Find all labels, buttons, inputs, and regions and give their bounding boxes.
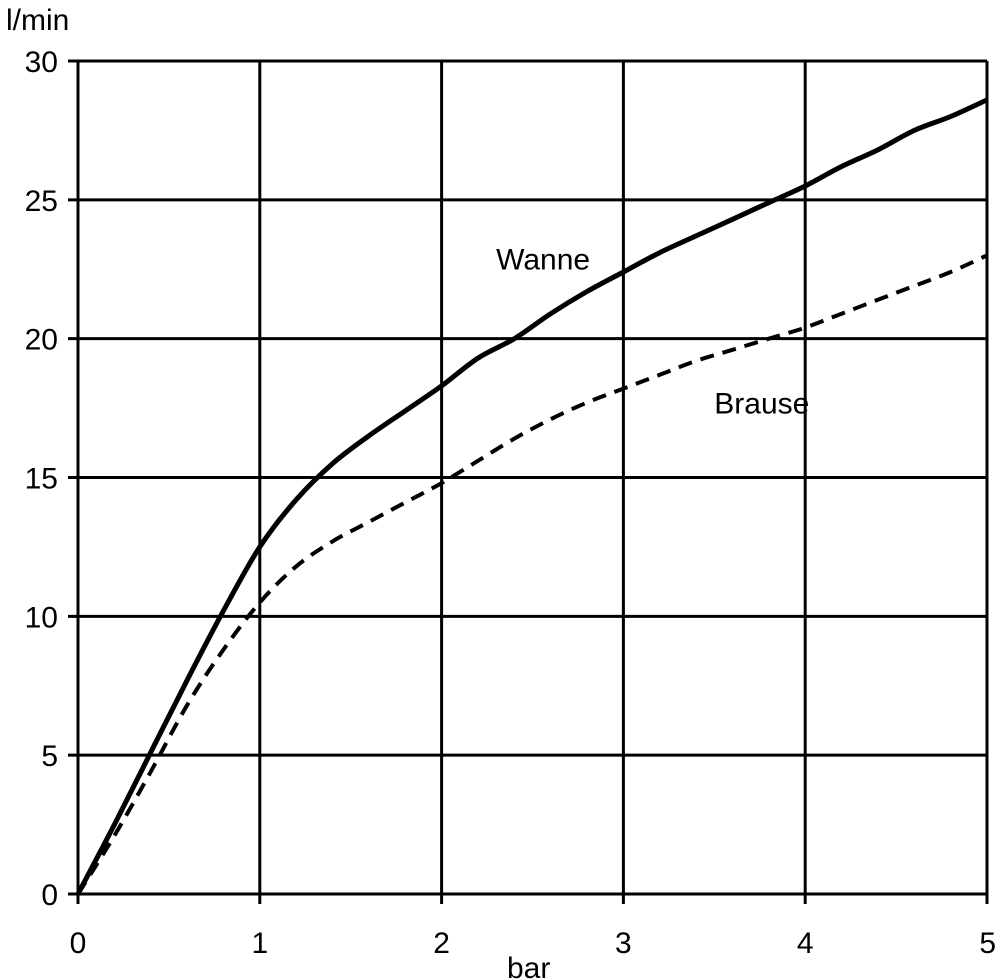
y-tick-label: 20 bbox=[25, 324, 58, 357]
y-tick-label: 25 bbox=[25, 185, 58, 218]
y-tick-label: 30 bbox=[25, 46, 58, 79]
series-label-wanne: Wanne bbox=[496, 243, 590, 276]
axes-layer bbox=[68, 59, 987, 904]
series-line-wanne bbox=[75, 97, 989, 896]
y-tick-label: 5 bbox=[41, 740, 58, 773]
ticks-layer: 0 5 10 15 20 25 30 0 1 2 3 4 5 bbox=[25, 46, 996, 960]
x-tick-label: 3 bbox=[615, 927, 632, 960]
series-label-brause: Brause bbox=[714, 388, 809, 421]
series-layer bbox=[75, 97, 989, 896]
x-tick-label: 5 bbox=[979, 927, 996, 960]
grid-layer bbox=[68, 59, 989, 904]
labels-layer: Wanne Brause bbox=[496, 243, 809, 420]
series-line-brause bbox=[76, 253, 988, 896]
y-axis-title: l/min bbox=[6, 4, 69, 37]
y-tick-label: 10 bbox=[25, 601, 58, 634]
y-tick-label: 0 bbox=[41, 879, 58, 912]
x-tick-label: 4 bbox=[797, 927, 814, 960]
y-tick-label: 15 bbox=[25, 463, 58, 496]
x-axis-title: bar bbox=[507, 952, 550, 980]
x-tick-label: 2 bbox=[433, 927, 450, 960]
x-tick-label: 0 bbox=[70, 927, 87, 960]
x-tick-label: 1 bbox=[251, 927, 268, 960]
